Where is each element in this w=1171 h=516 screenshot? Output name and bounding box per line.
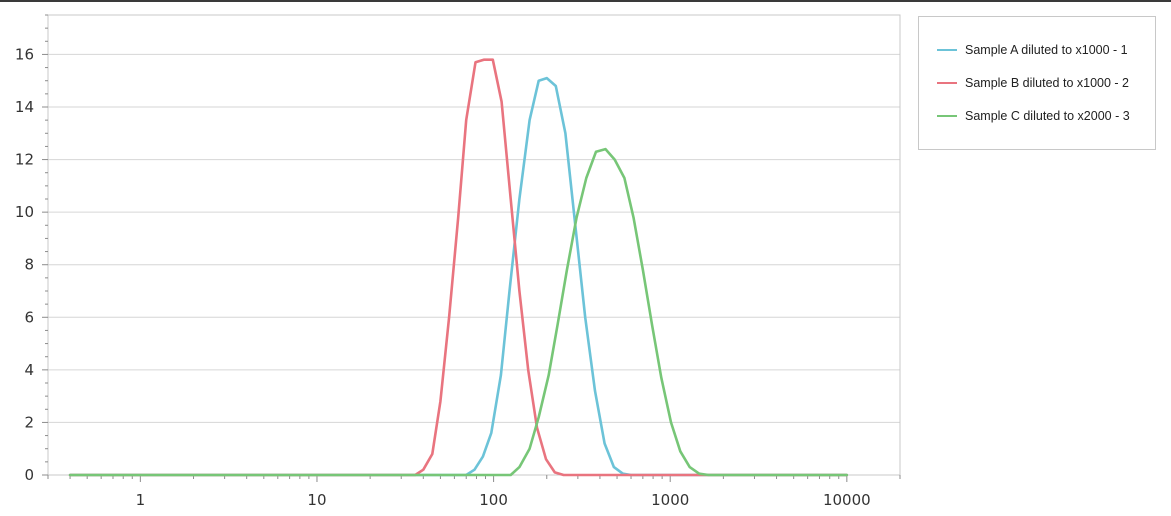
y-tick-label: 4 bbox=[24, 361, 34, 379]
legend-item: Sample A diluted to x1000 - 1 bbox=[937, 42, 1128, 58]
x-tick-label: 1000 bbox=[651, 491, 689, 509]
y-tick-label: 12 bbox=[15, 151, 34, 169]
y-tick-label: 6 bbox=[24, 308, 34, 326]
y-tick-label: 2 bbox=[24, 413, 34, 431]
legend-label: Sample A diluted to x1000 - 1 bbox=[965, 43, 1128, 57]
legend-item: Sample C diluted to x2000 - 3 bbox=[937, 108, 1130, 124]
series-lines bbox=[68, 58, 849, 477]
series-line-2 bbox=[68, 58, 849, 477]
y-tick-label: 10 bbox=[15, 203, 34, 221]
y-tick-label: 14 bbox=[15, 98, 34, 116]
plot-frame bbox=[47, 14, 901, 476]
top-border bbox=[0, 0, 1171, 2]
y-tick-label: 8 bbox=[24, 256, 34, 274]
size-distribution-chart: 0 2 4 6 8 10 12 14 16 1 10 100 1000 10000 bbox=[15, 14, 901, 509]
axes: 0 2 4 6 8 10 12 14 16 1 10 100 1000 10000 bbox=[15, 14, 901, 509]
legend-label: Sample B diluted to x1000 - 2 bbox=[965, 76, 1129, 90]
series-line-3 bbox=[68, 147, 849, 477]
x-tick-label: 1 bbox=[136, 491, 146, 509]
chart-legend: Sample A diluted to x1000 - 1 Sample B di… bbox=[918, 16, 1156, 150]
legend-swatch bbox=[937, 115, 957, 117]
grid-lines bbox=[48, 53, 900, 476]
x-tick-label: 10000 bbox=[823, 491, 871, 509]
legend-item: Sample B diluted to x1000 - 2 bbox=[937, 75, 1129, 91]
y-tick-label: 16 bbox=[15, 45, 34, 63]
legend-swatch bbox=[937, 49, 957, 51]
legend-swatch bbox=[937, 82, 957, 84]
x-tick-label: 10 bbox=[307, 491, 326, 509]
x-tick-label: 100 bbox=[479, 491, 508, 509]
series-line-1 bbox=[68, 76, 849, 477]
legend-label: Sample C diluted to x2000 - 3 bbox=[965, 109, 1130, 123]
y-tick-label: 0 bbox=[24, 466, 34, 484]
